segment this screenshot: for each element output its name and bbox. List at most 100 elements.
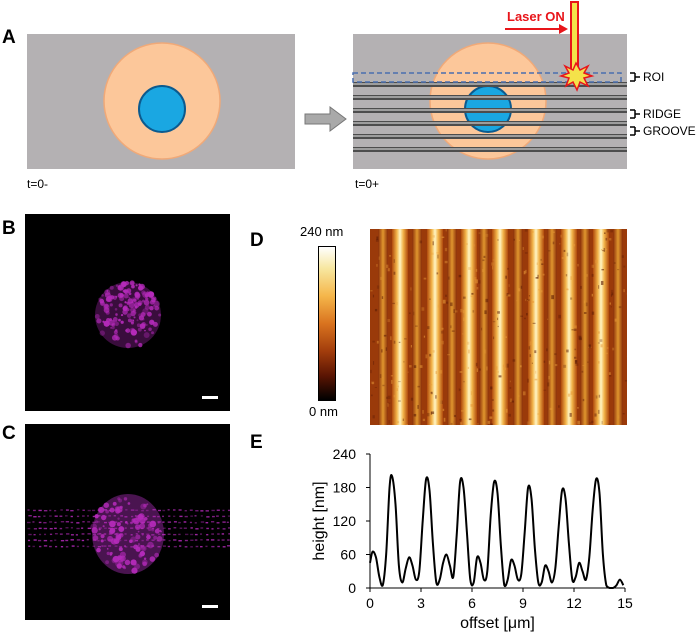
afm-noise [492, 409, 495, 412]
nucleus-speckle [126, 313, 132, 318]
afm-noise [422, 418, 426, 422]
afm-noise [580, 285, 582, 289]
afm-noise [429, 353, 432, 357]
afm-groove-stripe [412, 229, 422, 425]
afm-noise [445, 229, 448, 232]
stripe-speckle [183, 527, 187, 529]
nucleus-speckle [134, 524, 141, 530]
afm-noise [502, 364, 505, 368]
nucleus-speckle [138, 554, 143, 558]
afm-noise [427, 412, 430, 417]
nucleus-speckle [156, 536, 163, 542]
afm-noise [549, 407, 553, 411]
panel-label-c: C [2, 423, 16, 444]
afm-noise [609, 302, 611, 305]
nucleus-speckle [107, 535, 114, 542]
stripe-speckle [87, 509, 91, 512]
nucleus-speckle [120, 320, 124, 324]
stripe-speckle [173, 545, 177, 548]
afm-noise [389, 336, 392, 341]
afm-noise [608, 238, 612, 241]
stripe-speckle [65, 539, 69, 542]
stripe-speckle [33, 509, 36, 512]
afm-noise [497, 371, 499, 373]
afm-noise [472, 378, 474, 381]
nucleus-speckle [151, 297, 156, 303]
nucleus-speckle [101, 545, 103, 547]
nucleus-speckle [113, 538, 120, 544]
time-before-label: t=0- [27, 177, 49, 191]
afm-noise [497, 325, 499, 328]
nucleus-speckle [137, 327, 142, 332]
afm-noise [574, 360, 578, 364]
afm-noise [386, 264, 389, 268]
afm-noise [574, 356, 577, 359]
colorbar-min-label: 0 nm [309, 404, 338, 419]
afm-noise [570, 276, 572, 280]
nucleus-speckle [109, 295, 113, 299]
afm-noise [588, 344, 591, 349]
nucleus-speckle [158, 313, 162, 317]
stripe-speckle [212, 515, 215, 518]
afm-noise [554, 363, 558, 367]
afm-noise [566, 349, 569, 353]
stripe-speckle [104, 527, 107, 529]
afm-noise [447, 354, 451, 356]
afm-noise [606, 229, 610, 233]
nucleus-speckle [145, 297, 149, 301]
nucleus-speckle [116, 563, 123, 569]
afm-noise [429, 384, 433, 386]
afm-noise [606, 347, 609, 349]
colorbar-max-label: 240 nm [300, 224, 344, 239]
stripe-speckle [206, 533, 209, 536]
afm-noise [591, 293, 593, 297]
afm-noise [595, 259, 598, 264]
afm-noise [543, 360, 546, 363]
stripe-speckle [49, 540, 53, 542]
nucleus-speckle [135, 284, 138, 287]
stripe-speckle [179, 515, 183, 518]
stripe-speckle [227, 515, 230, 517]
stripe-speckle [200, 533, 203, 535]
nucleus-speckle [104, 292, 111, 299]
nucleus-speckle [129, 539, 133, 544]
afm-noise [540, 258, 542, 261]
afm-noise [508, 413, 511, 417]
afm-noise [446, 301, 449, 304]
stripe-speckle [168, 528, 171, 530]
afm-noise [554, 353, 557, 356]
stripe-speckle [195, 510, 199, 512]
stripe-speckle [108, 527, 112, 530]
nucleus-speckle [106, 318, 111, 323]
stripe-speckle [222, 528, 226, 530]
height-profile-line [369, 474, 625, 589]
afm-noise [376, 285, 380, 289]
nucleus-speckle [102, 525, 105, 528]
stripe-speckle [113, 527, 118, 530]
nucleus-speckle [98, 528, 101, 531]
nucleus-speckle [116, 522, 121, 527]
afm-noise [529, 341, 532, 346]
stripe-speckle [157, 509, 161, 512]
stripe-speckle [206, 516, 210, 518]
nucleus-speckle [141, 322, 146, 327]
roi-label: ROI [643, 70, 665, 84]
stripe-speckle [200, 539, 203, 541]
stripe-speckle [27, 539, 31, 542]
afm-noise [599, 339, 603, 342]
afm-noise [475, 362, 478, 367]
afm-groove-stripe [513, 229, 523, 425]
nucleus-speckle [138, 285, 144, 291]
nucleus-speckle [153, 535, 158, 540]
stripe-speckle [184, 510, 187, 512]
afm-noise [541, 235, 545, 239]
afm-noise [454, 310, 458, 313]
afm-noise [476, 368, 478, 372]
roi-bracket-icon [630, 72, 640, 82]
afm-noise [460, 308, 463, 313]
nucleus-speckle [151, 331, 154, 335]
time-after-label: t=0+ [355, 177, 380, 191]
afm-noise [601, 268, 605, 271]
afm-noise [397, 385, 399, 388]
stripe-speckle [70, 527, 73, 529]
